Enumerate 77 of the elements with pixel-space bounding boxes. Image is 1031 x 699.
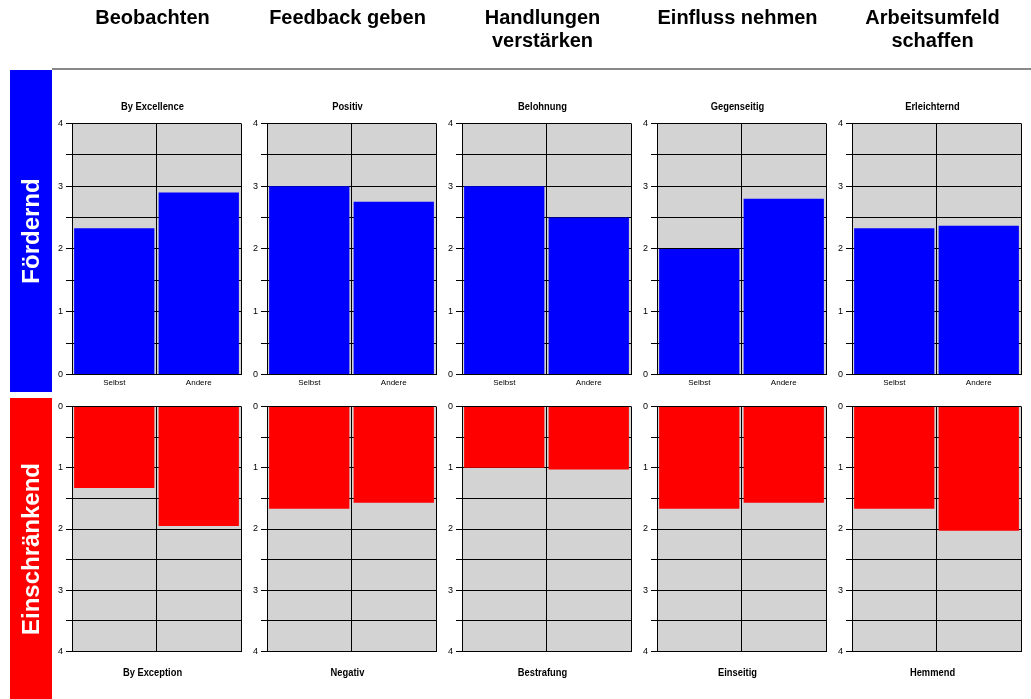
- y-tick-label: 0: [837, 368, 844, 379]
- chart-subtitle: Gegenseitig: [709, 100, 766, 112]
- y-tick-label: 1: [837, 306, 844, 317]
- chart-title: Feedback geben: [268, 6, 427, 30]
- y-tick-label: 1: [57, 306, 64, 317]
- text: Einseitig: [717, 666, 758, 678]
- y-tick-label: 1: [447, 306, 454, 317]
- chart-subtitle: By Excellence: [120, 100, 185, 112]
- y-tick-label: 3: [57, 584, 64, 595]
- y-tick-label: 1: [447, 462, 454, 473]
- y-tick-label: 3: [447, 584, 454, 595]
- text: Hemmend: [908, 666, 957, 678]
- y-tick-label: 1: [642, 306, 649, 317]
- y-tick-label: 0: [642, 400, 649, 411]
- y-tick-label: 2: [837, 243, 844, 254]
- y-tick-label: 4: [447, 117, 454, 128]
- y-tick-label: 2: [837, 523, 844, 534]
- y-tick-label: 4: [837, 117, 844, 128]
- y-tick-label: 0: [57, 368, 64, 379]
- y-tick-label: 3: [57, 180, 64, 191]
- chart-subtitle: Positiv: [331, 100, 364, 112]
- y-tick-label: 3: [447, 180, 454, 191]
- text: Negativ: [329, 666, 366, 678]
- y-tick-label: 2: [57, 523, 64, 534]
- y-tick-label: 1: [642, 462, 649, 473]
- y-tick-label: 2: [252, 243, 259, 254]
- y-tick-label: 3: [837, 584, 844, 595]
- y-tick-label: 4: [252, 646, 259, 657]
- chart-title: Handlungen verstärken: [483, 6, 602, 53]
- y-axis-title: Einschränkend: [17, 462, 45, 635]
- y-tick-label: 3: [642, 180, 649, 191]
- y-tick-label: 4: [447, 646, 454, 657]
- y-tick-label: 2: [252, 523, 259, 534]
- text: By Exception: [121, 666, 184, 678]
- x-tick-label: Andere: [575, 378, 603, 388]
- y-tick-label: 4: [837, 646, 844, 657]
- chart-title: Arbeitsumfeld schaffen: [864, 6, 1001, 53]
- x-tick-label: Selbst: [103, 378, 127, 388]
- y-tick-label: 2: [447, 243, 454, 254]
- y-tick-label: 4: [57, 646, 64, 657]
- x-tick-label: Andere: [965, 378, 993, 388]
- y-tick-label: 1: [252, 306, 259, 317]
- text: Bestrafung: [516, 666, 569, 678]
- y-tick-label: 0: [252, 368, 259, 379]
- y-tick-label: 4: [642, 646, 649, 657]
- chart-subtitle: Erleichternd: [904, 100, 961, 112]
- chart-title: Einfluss nehmen: [656, 6, 819, 30]
- y-tick-label: 4: [57, 117, 64, 128]
- y-axis-title: Fördernd: [17, 178, 45, 284]
- x-tick-label: Selbst: [493, 378, 517, 388]
- y-tick-label: 1: [252, 462, 259, 473]
- y-tick-label: 3: [837, 180, 844, 191]
- y-tick-label: 4: [252, 117, 259, 128]
- chart-subtitle: Belohnung: [517, 100, 568, 112]
- x-tick-label: Selbst: [883, 378, 907, 388]
- y-tick-label: 2: [57, 243, 64, 254]
- chart-title: Beobachten: [94, 6, 211, 30]
- y-tick-label: 0: [447, 400, 454, 411]
- x-tick-label: Andere: [770, 378, 798, 388]
- y-tick-label: 0: [252, 400, 259, 411]
- x-tick-label: Andere: [185, 378, 213, 388]
- y-tick-label: 3: [252, 180, 259, 191]
- y-tick-label: 4: [642, 117, 649, 128]
- y-tick-label: 2: [642, 523, 649, 534]
- y-tick-label: 2: [447, 523, 454, 534]
- x-tick-label: Selbst: [298, 378, 322, 388]
- x-tick-label: Selbst: [688, 378, 712, 388]
- y-tick-label: 2: [642, 243, 649, 254]
- y-tick-label: 1: [837, 462, 844, 473]
- y-tick-label: 0: [837, 400, 844, 411]
- x-tick-label: Andere: [380, 378, 408, 388]
- y-tick-label: 0: [447, 368, 454, 379]
- y-tick-label: 0: [642, 368, 649, 379]
- y-tick-label: 3: [252, 584, 259, 595]
- y-tick-label: 1: [57, 462, 64, 473]
- y-tick-label: 3: [642, 584, 649, 595]
- y-tick-label: 0: [57, 400, 64, 411]
